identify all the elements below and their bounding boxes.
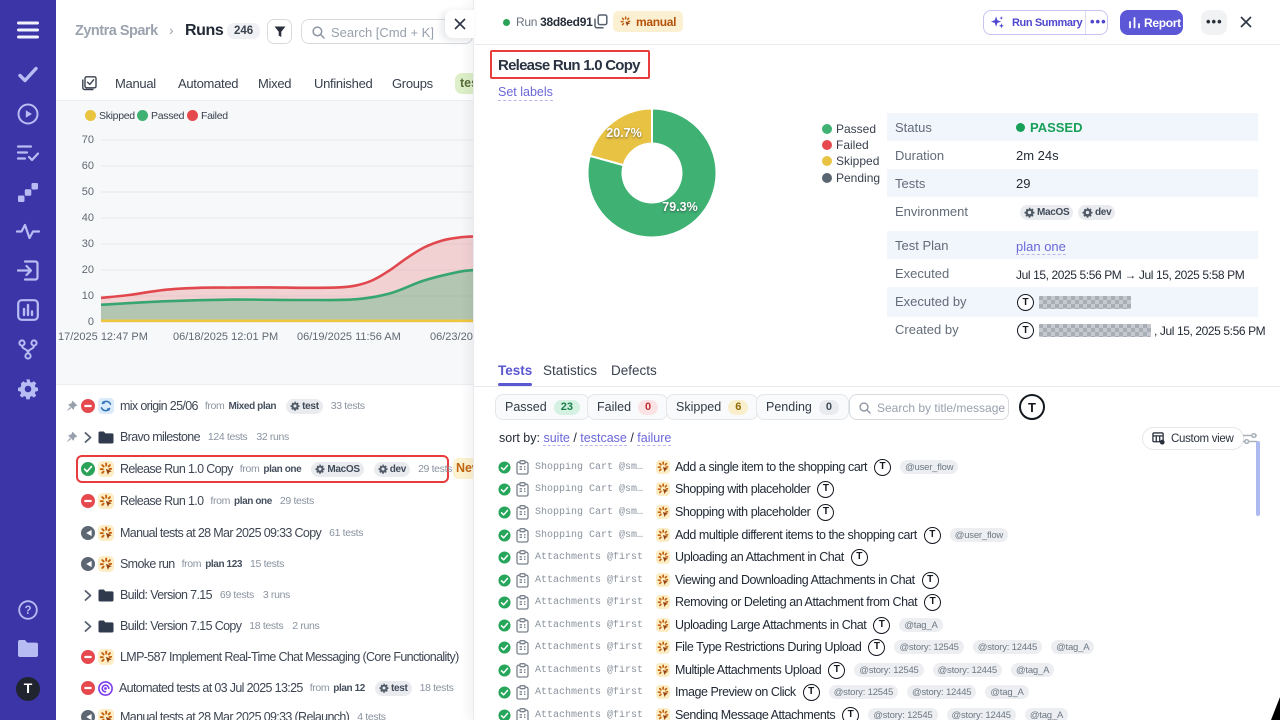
svg-text:?: ? [24,605,31,617]
